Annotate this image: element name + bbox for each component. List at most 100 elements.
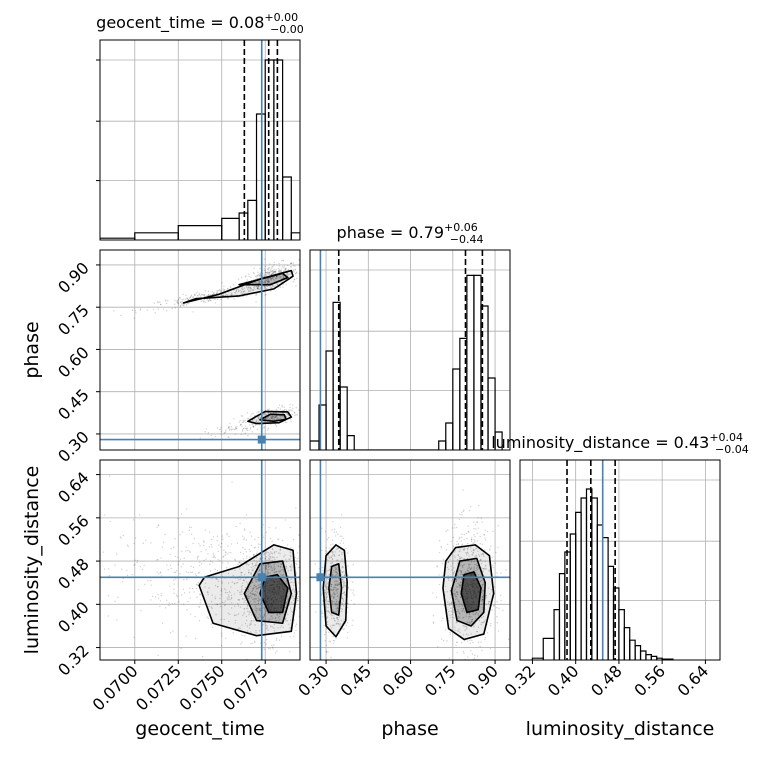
sample-point	[133, 564, 135, 566]
sample-point	[258, 594, 260, 596]
sample-point	[264, 286, 266, 289]
sample-point	[488, 570, 490, 572]
sample-point	[263, 426, 266, 428]
sample-point	[333, 631, 335, 633]
sample-point	[290, 266, 292, 268]
sample-point	[324, 530, 327, 533]
sample-point	[259, 273, 261, 275]
sample-point	[339, 535, 341, 537]
sample-point	[285, 415, 288, 418]
sample-point	[333, 601, 335, 603]
axes-frame	[519, 459, 721, 661]
sample-point	[334, 620, 336, 622]
sample-point	[269, 286, 271, 288]
sample-point	[287, 598, 290, 600]
sample-point	[481, 606, 483, 609]
sample-point	[470, 561, 473, 563]
sample-point	[274, 567, 276, 569]
sample-point	[265, 272, 268, 274]
sample-point	[293, 581, 295, 584]
sample-point	[236, 542, 239, 544]
sample-point	[472, 613, 475, 616]
sample-point	[224, 551, 227, 553]
sample-point	[257, 602, 260, 605]
sample-point	[258, 285, 260, 288]
sample-point	[141, 568, 143, 571]
sample-point	[266, 628, 268, 630]
sample-point	[456, 591, 458, 594]
sample-point	[234, 622, 236, 624]
sample-point	[303, 586, 304, 587]
sample-point	[273, 418, 275, 420]
hist-bar	[247, 199, 258, 240]
sample-point	[293, 599, 295, 602]
sample-point	[271, 417, 273, 419]
sample-point	[473, 534, 475, 536]
sample-point	[466, 570, 469, 572]
sample-point	[241, 588, 243, 590]
sample-point	[122, 534, 125, 537]
sample-point	[241, 290, 243, 293]
sample-point	[253, 597, 255, 600]
sample-point	[335, 588, 338, 590]
hist-bar	[325, 350, 334, 450]
sample-point	[228, 426, 230, 428]
sample-point	[233, 582, 236, 584]
sample-point	[334, 571, 337, 573]
sample-point	[258, 599, 260, 602]
sample-point	[341, 602, 343, 604]
sample-point	[243, 597, 246, 600]
sample-point	[350, 589, 352, 591]
sample-point	[442, 558, 445, 561]
sample-point	[289, 566, 292, 568]
sample-point	[239, 561, 241, 564]
sample-point	[301, 285, 302, 286]
sample-point	[320, 612, 323, 614]
axes-frame	[309, 459, 511, 661]
sample-point	[468, 565, 470, 567]
sample-point	[334, 593, 336, 595]
sample-point	[238, 591, 241, 593]
sample-point	[216, 298, 219, 301]
sample-point	[477, 554, 480, 556]
sample-point	[174, 307, 177, 309]
sample-point	[169, 631, 172, 634]
sample-point	[212, 626, 214, 629]
sample-point	[462, 564, 464, 566]
sample-point	[169, 553, 171, 556]
sample-point	[335, 580, 337, 582]
sample-point	[263, 420, 266, 423]
sample-point	[335, 570, 337, 573]
sample-point	[256, 288, 258, 290]
sample-point	[340, 561, 342, 563]
sample-point	[457, 611, 460, 613]
sample-point	[268, 280, 270, 283]
sample-point	[445, 549, 448, 551]
sample-point	[255, 587, 257, 590]
sample-point	[343, 561, 345, 564]
sample-point	[254, 585, 257, 588]
sample-point	[335, 568, 337, 570]
sample-point	[334, 551, 337, 553]
sample-point	[303, 576, 304, 577]
sample-point	[259, 281, 261, 283]
sample-point	[283, 269, 285, 272]
sample-point	[449, 614, 451, 617]
sample-point	[270, 279, 272, 282]
sample-point	[216, 540, 218, 542]
sample-point	[143, 564, 145, 566]
sample-point	[251, 562, 253, 565]
sample-point	[136, 559, 139, 562]
sample-point	[160, 592, 162, 595]
sample-point	[330, 585, 332, 588]
sample-point	[153, 302, 156, 304]
sample-point	[121, 568, 123, 570]
sample-point	[231, 294, 233, 296]
sample-point	[287, 268, 290, 271]
sample-point	[277, 627, 279, 629]
sample-point	[325, 644, 328, 647]
sample-point	[456, 586, 459, 588]
sample-point	[257, 417, 260, 419]
sample-point	[330, 656, 332, 659]
sample-point	[463, 639, 466, 642]
